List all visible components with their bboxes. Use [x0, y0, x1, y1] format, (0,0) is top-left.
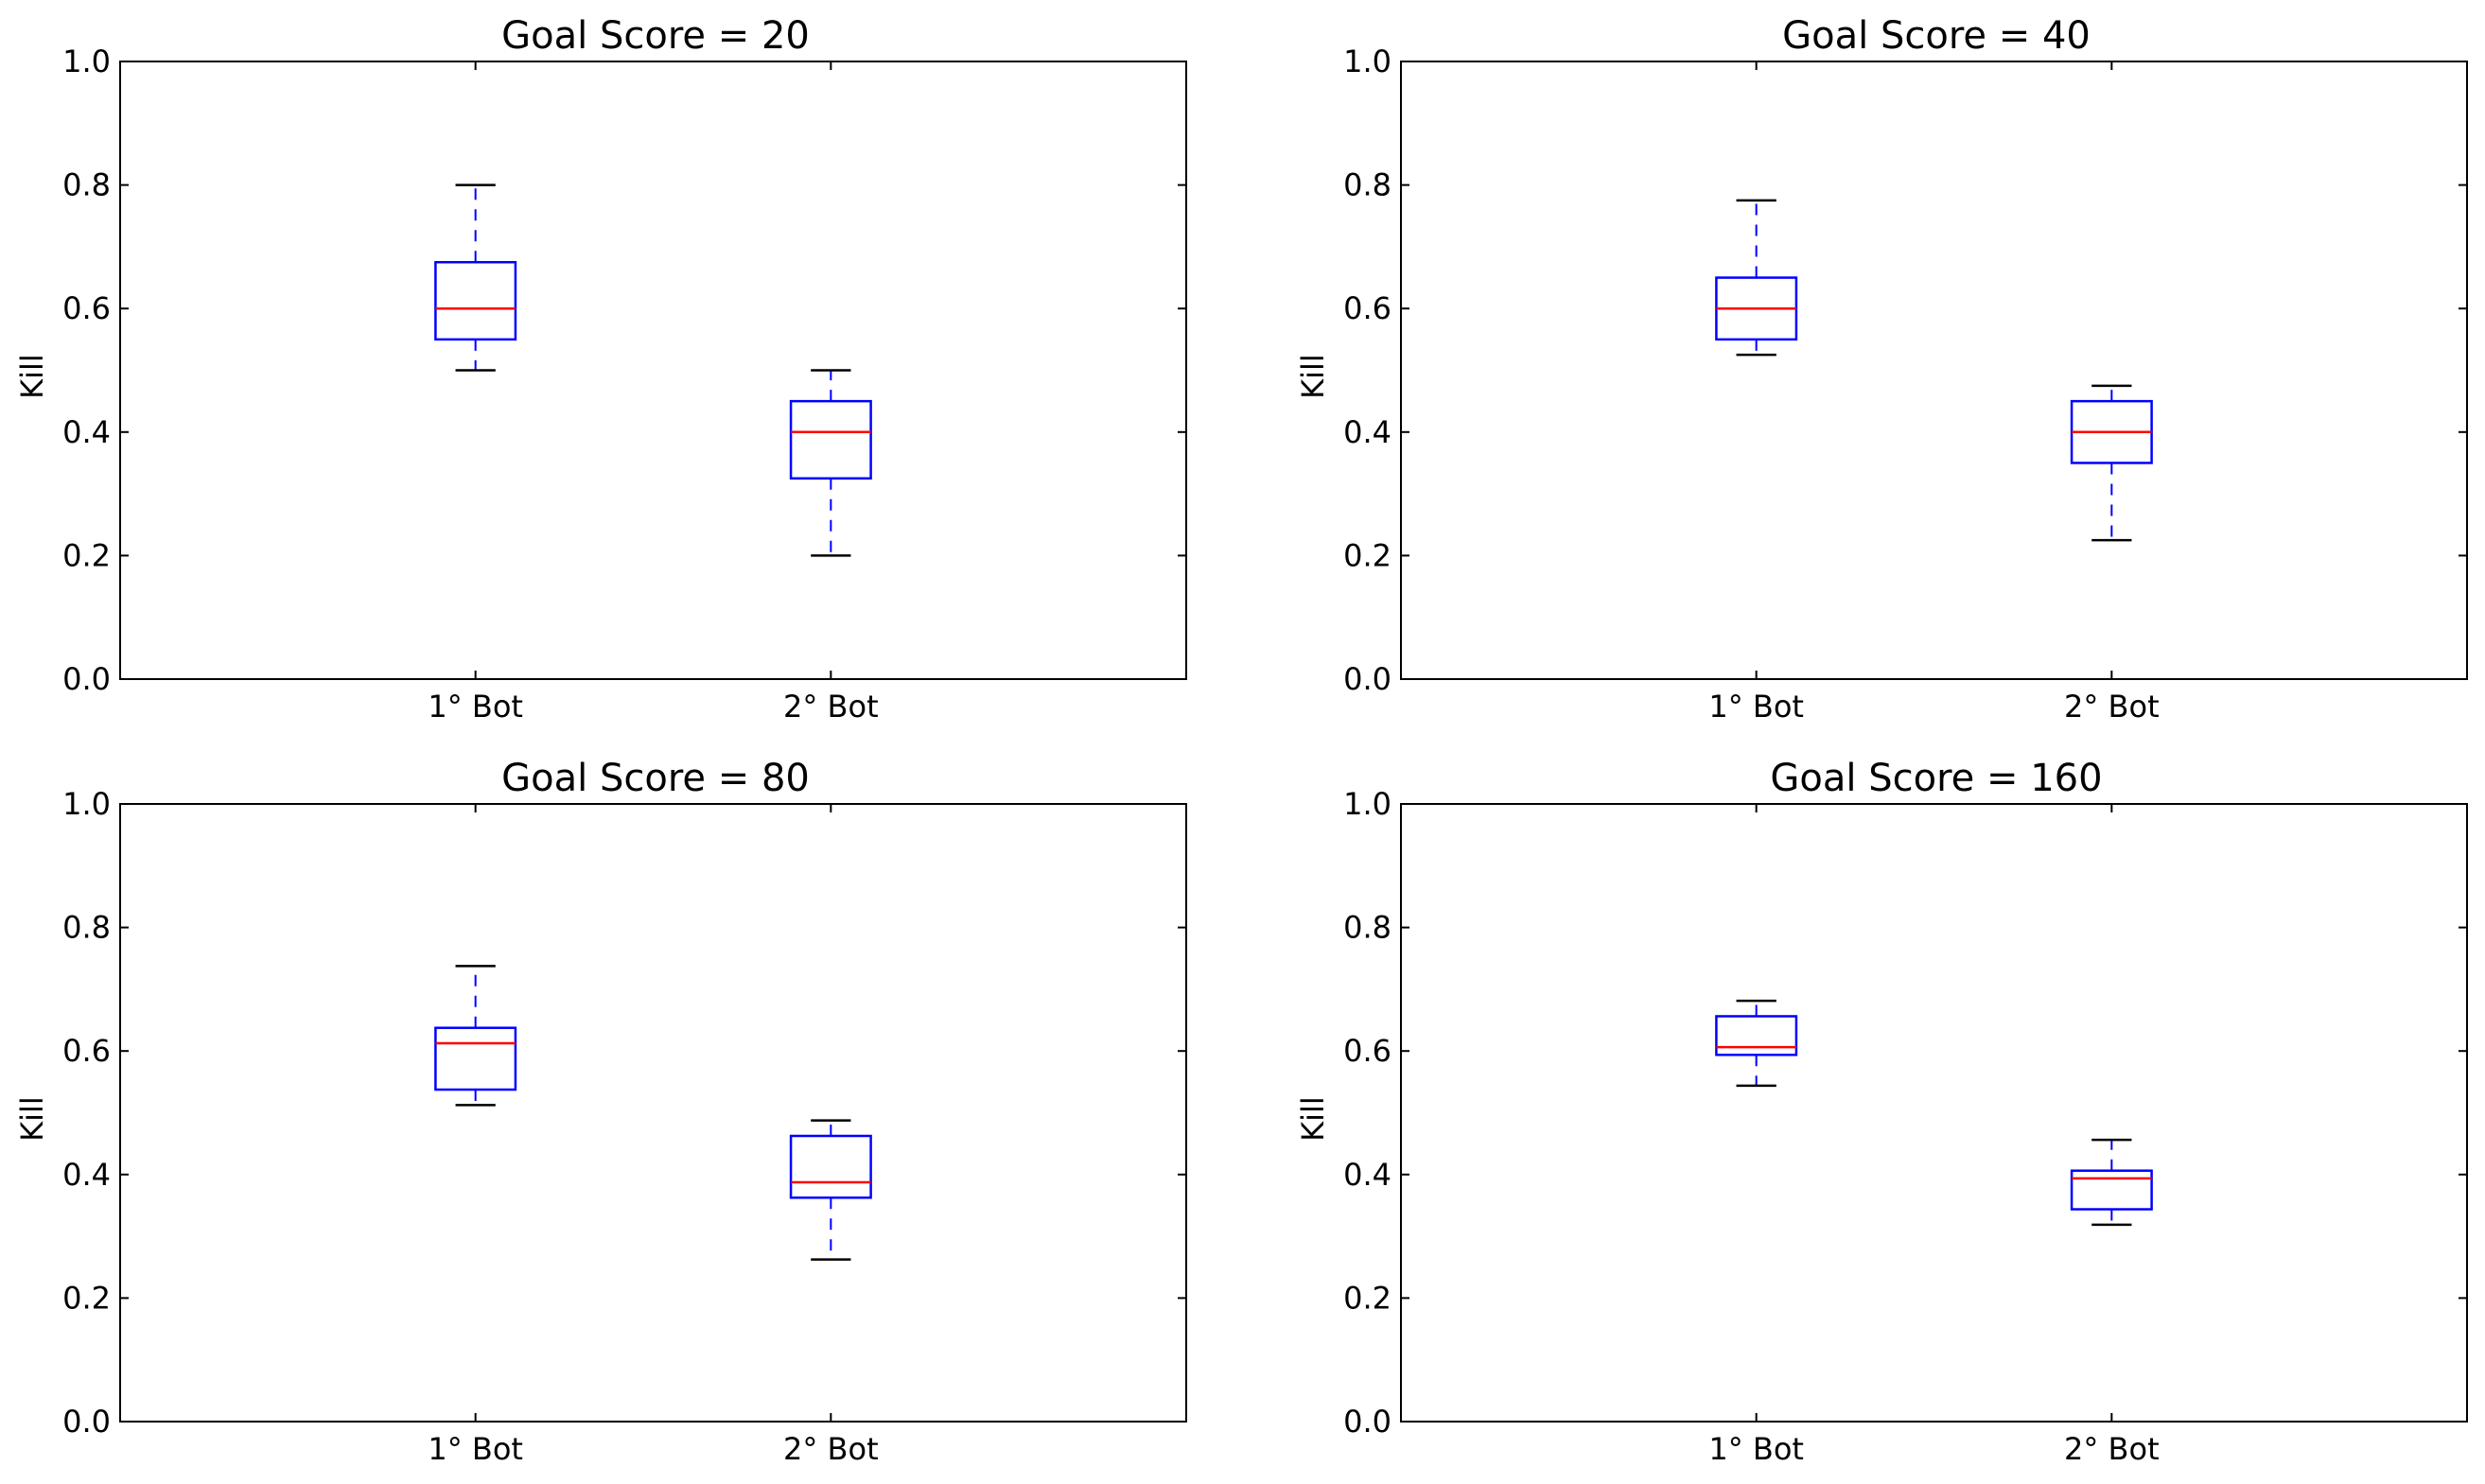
- y-tick-label: 0.8: [1343, 910, 1391, 946]
- y-tick-label: 1.0: [62, 786, 111, 822]
- subplot-title: Goal Score = 40: [1782, 14, 2091, 58]
- box: [434, 1026, 517, 1091]
- y-tick-label: 0.0: [62, 1404, 111, 1440]
- y-tick-label: 0.8: [62, 910, 111, 946]
- x-tick-label: 2° Bot: [2064, 689, 2160, 725]
- plot-frame: [1400, 61, 2468, 680]
- y-tick-label: 0.4: [1343, 1157, 1391, 1193]
- x-tick-label: 2° Bot: [783, 689, 879, 725]
- subplot-goal-40: Goal Score = 40 Kill 0.0 0.2 0.4 0.6 0.8 1.0 1…: [1295, 14, 2468, 725]
- y-tick-label: 0.4: [1343, 414, 1391, 450]
- plot-frame: [119, 803, 1187, 1423]
- y-tick-label: 1.0: [1343, 44, 1391, 79]
- y-axis-label: Kill: [14, 1096, 50, 1142]
- x-tick-label: 2° Bot: [783, 1431, 879, 1467]
- y-tick-label: 0.8: [1343, 167, 1391, 203]
- y-tick-label: 0.8: [62, 167, 111, 203]
- box: [1715, 1015, 1798, 1056]
- y-tick-label: 0.0: [1343, 661, 1391, 697]
- subplot-goal-20: Goal Score = 20 Kill 0.0 0.2 0.4 0.6 0.8 1.0 1…: [14, 14, 1187, 725]
- y-tick-label: 0.2: [62, 1280, 111, 1316]
- x-tick-label: 1° Bot: [428, 689, 523, 725]
- subplot-goal-160: Goal Score = 160 Kill 0.0 0.2 0.4 0.6 0.8 1.0…: [1295, 757, 2468, 1467]
- box: [2070, 1169, 2153, 1211]
- y-tick-label: 0.6: [1343, 290, 1391, 326]
- x-tick-label: 1° Bot: [1708, 1431, 1804, 1467]
- y-tick-label: 1.0: [1343, 786, 1391, 822]
- subplot-title: Goal Score = 80: [501, 757, 810, 800]
- y-tick-label: 0.2: [1343, 537, 1391, 573]
- y-axis-label: Kill: [1295, 354, 1331, 399]
- y-tick-label: 0.2: [62, 537, 111, 573]
- y-tick-label: 0.6: [62, 290, 111, 326]
- subplot-goal-80: Goal Score = 80 Kill 0.0 0.2 0.4 0.6 0.8 1.0 1…: [14, 757, 1187, 1467]
- y-axis-label: Kill: [14, 354, 50, 399]
- y-tick-label: 0.4: [62, 414, 111, 450]
- box: [789, 1134, 872, 1199]
- y-tick-label: 1.0: [62, 44, 111, 79]
- y-tick-label: 0.0: [62, 661, 111, 697]
- y-axis-label: Kill: [1295, 1096, 1331, 1142]
- x-tick-label: 1° Bot: [1708, 689, 1804, 725]
- box: [434, 260, 517, 341]
- y-tick-label: 0.4: [62, 1157, 111, 1193]
- x-tick-label: 1° Bot: [428, 1431, 523, 1467]
- x-tick-label: 2° Bot: [2064, 1431, 2160, 1467]
- box: [789, 399, 872, 480]
- subplot-title: Goal Score = 20: [501, 14, 810, 58]
- subplot-title: Goal Score = 160: [1770, 757, 2102, 800]
- plot-frame: [1400, 803, 2468, 1423]
- y-tick-label: 0.0: [1343, 1404, 1391, 1440]
- plot-frame: [119, 61, 1187, 680]
- y-tick-label: 0.2: [1343, 1280, 1391, 1316]
- y-tick-label: 0.6: [1343, 1033, 1391, 1069]
- y-tick-label: 0.6: [62, 1033, 111, 1069]
